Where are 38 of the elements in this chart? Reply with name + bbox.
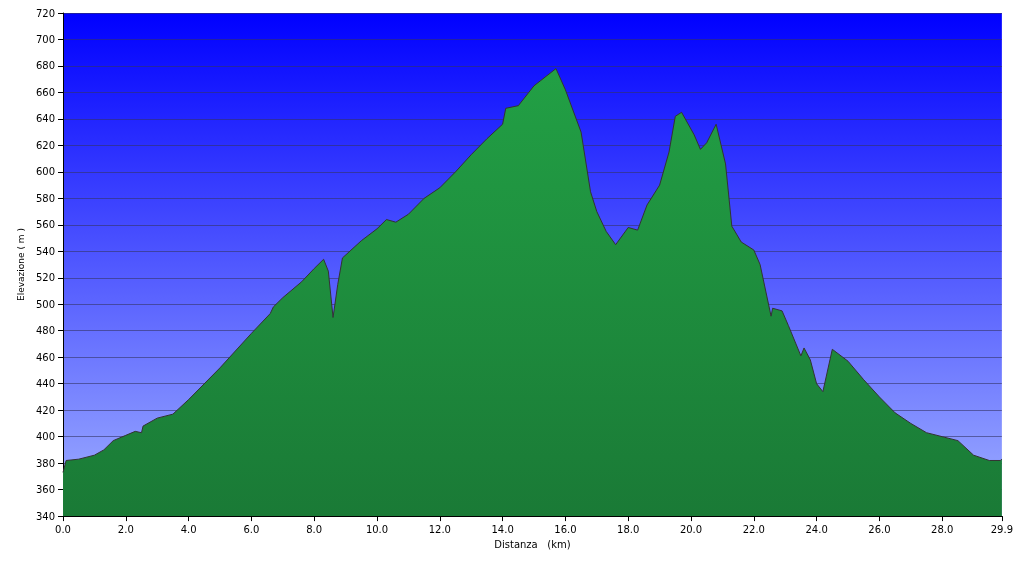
y-tick-label: 720 [35,7,55,19]
y-axis-title: Elevazione ( m ) [15,228,26,302]
y-tick-label: 360 [35,484,55,496]
x-tick-label: 26.0 [868,523,891,535]
y-tick-label: 680 [35,60,55,72]
x-tick-label: 14.0 [491,523,514,535]
y-tick-label: 700 [35,33,55,45]
y-tick-label: 460 [35,351,55,363]
y-tick-label: 340 [35,510,55,522]
x-tick-label: 20.0 [679,523,703,535]
y-tick-label: 520 [35,272,55,284]
x-tick-label: 10.0 [365,523,389,535]
x-tick-label: 16.0 [554,523,577,535]
y-tick-label: 600 [35,166,55,178]
y-tick-label: 500 [35,298,55,310]
x-tick-label: 29.9 [990,523,1013,535]
x-tick-label: 22.0 [742,523,765,535]
y-tick-label: 560 [35,219,55,231]
x-tick-label: 28.0 [931,523,954,535]
y-tick-label: 540 [35,245,55,257]
y-tick-label: 480 [35,325,55,337]
y-tick-label: 620 [35,139,55,151]
y-tick-label: 640 [35,113,55,125]
x-axis-title: Distanza (km) [494,538,571,550]
y-tick-label: 380 [35,457,55,469]
x-tick-label: 6.0 [243,523,260,535]
x-tick-label: 12.0 [428,523,451,535]
x-tick-label: 8.0 [306,523,323,535]
y-tick-label: 660 [35,86,55,98]
y-tick-label: 420 [35,404,55,416]
x-tick-label: 2.0 [117,523,134,535]
x-tick-label: 0.0 [55,523,71,535]
x-tick-label: 18.0 [617,523,640,535]
y-tick-label: 400 [35,431,55,443]
y-tick-label: 440 [35,378,55,390]
y-tick-label: 580 [35,192,55,204]
x-tick-label: 4.0 [180,523,197,535]
x-tick-label: 24.0 [805,523,828,535]
